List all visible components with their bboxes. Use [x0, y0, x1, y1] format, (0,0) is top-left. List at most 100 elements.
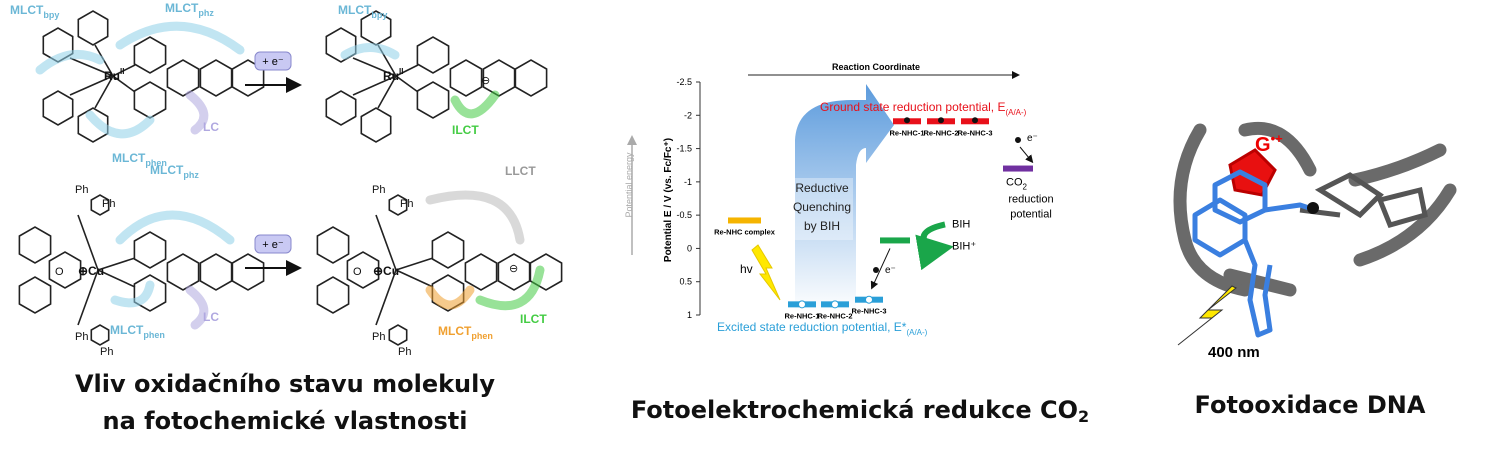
ring: [166, 59, 200, 97]
excited-label-sub: (A/A-): [906, 328, 927, 337]
hv-label: hv: [740, 262, 753, 276]
transition-label: MLCTbpy: [10, 3, 59, 20]
radical-text: G: [1255, 134, 1271, 156]
transition-label: LLCT: [505, 164, 536, 178]
electron-dot: [938, 117, 944, 124]
caption: Fotooxidace DNA: [1195, 391, 1426, 419]
level-label: Re-NHC-3: [957, 128, 992, 137]
ring: [199, 253, 233, 291]
bond: [69, 57, 114, 77]
ring: [497, 253, 531, 291]
y-tick-label: 0: [687, 243, 692, 253]
ring: [231, 253, 265, 291]
transition-arrow: [115, 210, 235, 245]
ring: [316, 226, 350, 264]
caption: Vliv oxidačního stavu molekuly: [75, 370, 495, 398]
ring: [316, 276, 350, 314]
caption: Fotoelektrochemická redukce CO2: [631, 396, 1089, 426]
excited-label-main: Excited state reduction potential, E*: [717, 320, 907, 334]
ring: [18, 226, 52, 264]
transition-label-main: MLCT: [112, 151, 146, 165]
ring: [431, 231, 465, 269]
transition-label-sub: phen: [471, 331, 493, 341]
bond: [395, 257, 434, 271]
hole-dot: [831, 300, 839, 309]
bond: [352, 57, 397, 77]
y-axis-title: Potential E / V (vs. Fc/Fc⁺): [663, 138, 674, 262]
ring: [388, 324, 408, 346]
reagent-pill: [254, 51, 292, 71]
level-label: Re-NHC-3: [851, 307, 886, 316]
metal-label-main: Ru: [104, 69, 120, 83]
atom-label: ⊖: [481, 75, 490, 87]
transition-label-sub: bpy: [371, 10, 387, 20]
bih-arrow: [915, 221, 954, 271]
transition-arrow: [475, 265, 545, 311]
transition-label-sub: phen: [143, 330, 165, 340]
transition-arrow: [185, 90, 209, 135]
transition-arrow: [110, 280, 155, 308]
level-label: Re-NHC complex: [714, 227, 776, 236]
bond: [112, 64, 136, 77]
bond: [375, 269, 397, 326]
transition-arrows: [35, 21, 545, 330]
ring: [449, 59, 483, 97]
atom-label: Ph: [102, 198, 115, 210]
ring: [514, 59, 548, 97]
bih-label: BIH⁺: [952, 240, 976, 252]
atom-label: Ph: [400, 198, 413, 210]
energy-level: [880, 237, 910, 244]
transition-label-main: MLCT: [165, 1, 199, 15]
transition-label: ILCT: [520, 312, 547, 326]
ground-label: Ground state reduction potential, E(A/A-…: [820, 100, 1027, 117]
ring: [90, 194, 110, 216]
side-label: Potential energy: [624, 152, 634, 218]
transition-label-main: MLCT: [10, 3, 44, 17]
ring: [133, 231, 167, 269]
quenching-arrow: [795, 84, 894, 312]
metal-label: ⊕Cu: [78, 264, 104, 278]
electron-dot: [904, 117, 910, 124]
middle-panel: -2.5 -2 -1.5 -1 -0.5 0 0.5 1 Potential E / V (vs…: [624, 62, 1089, 426]
transition-label-sub: bpy: [43, 10, 59, 20]
side-arrow-head: [627, 135, 637, 145]
ring: [416, 81, 450, 119]
ring: [166, 253, 200, 291]
electron-arrow: [1019, 146, 1034, 164]
electron-label: e⁻: [1027, 133, 1038, 144]
metal-label-sup: II: [120, 67, 124, 76]
electron-label: e⁻: [885, 265, 896, 276]
ground-label-main: Ground state reduction potential, E: [820, 100, 1005, 114]
reagent: + e⁻: [262, 239, 284, 251]
transition-label: MLCTphen: [112, 151, 167, 168]
hole-dot: [798, 300, 806, 309]
caption-main: Fotoelektrochemická redukce CO: [631, 396, 1078, 424]
bond: [377, 75, 397, 109]
bond: [77, 269, 99, 326]
dna-backbone: [1173, 121, 1457, 297]
ring: [529, 253, 563, 291]
y-tick-label: 1: [687, 310, 692, 320]
atom-label: Ph: [75, 331, 88, 343]
metal-label: ⊕Cu: [373, 264, 399, 278]
electron: [873, 267, 879, 273]
transition-arrow: [115, 21, 245, 55]
transition-label-main: LC: [203, 310, 219, 324]
transition-label-main: MLCT: [338, 3, 372, 17]
ring: [360, 107, 392, 143]
transition-label: LC: [203, 310, 219, 324]
ring: [77, 10, 109, 46]
transition-arrow: [425, 190, 525, 245]
level-label: Re-NHC-2: [817, 311, 852, 320]
ring: [90, 324, 110, 346]
quenching-text: Quenching: [793, 200, 851, 214]
caption: na fotochemické vlastnosti: [103, 407, 468, 435]
metal-label-main: ⊕Cu: [78, 264, 104, 278]
ring: [199, 59, 233, 97]
lightning: [751, 244, 781, 301]
ring: [346, 251, 380, 289]
co2-label-sub: 2: [1023, 183, 1028, 192]
transition-label: MLCTphz: [150, 163, 199, 180]
electron: [1015, 137, 1021, 143]
ring: [388, 194, 408, 216]
